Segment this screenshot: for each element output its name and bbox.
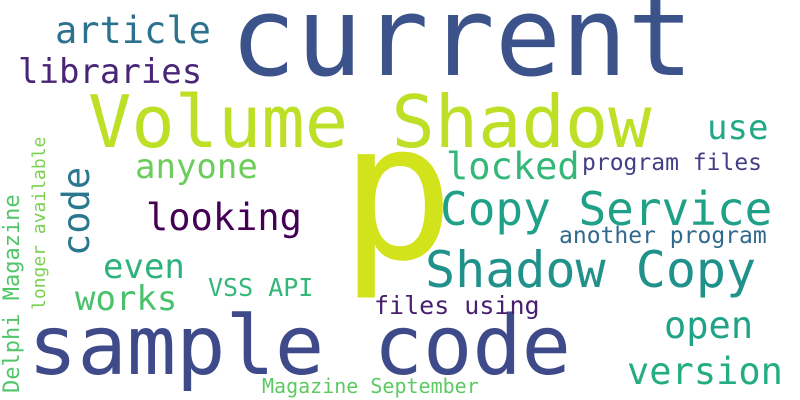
word-magazine-september: Magazine September <box>262 374 479 398</box>
word-volume-shadow: Volume Shadow <box>88 80 652 164</box>
word-version: version <box>627 350 783 393</box>
word-looking: looking <box>146 196 302 239</box>
word-vss-api: VSS API <box>208 273 314 302</box>
word-shadow-copy: Shadow Copy <box>425 241 757 299</box>
word-current: current <box>230 0 694 101</box>
word-locked: locked <box>446 145 580 188</box>
word-p: p <box>340 82 455 303</box>
word-even: even <box>103 247 185 287</box>
word-article: article <box>55 9 211 52</box>
word-libraries: libraries <box>18 52 203 92</box>
word-program-files: program files <box>582 150 763 176</box>
word-copy-service: Copy Service <box>440 182 773 236</box>
word-longer-available: longer available <box>29 136 50 310</box>
word-anyone: anyone <box>135 147 258 187</box>
word-files-using: files using <box>374 291 540 320</box>
word-another-program: another program <box>559 223 767 249</box>
word-code: code <box>55 166 98 256</box>
word-open: open <box>664 304 754 347</box>
word-use: use <box>707 108 769 148</box>
word-delphi-magazine: Delphi Magazine <box>0 194 25 393</box>
word-works: works <box>75 279 178 319</box>
word-sample-code: sample code <box>28 299 572 394</box>
